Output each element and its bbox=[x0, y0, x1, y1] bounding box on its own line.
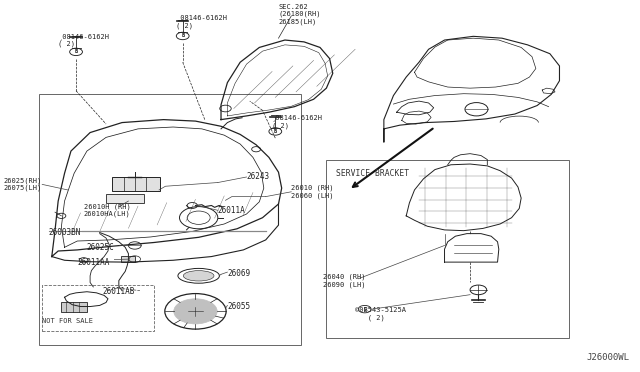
Text: ©0B543-5125A
   ( 2): ©0B543-5125A ( 2) bbox=[355, 307, 406, 321]
Bar bbox=[61, 302, 87, 312]
Bar bbox=[113, 177, 161, 191]
Text: 26010 (RH)
26060 (LH): 26010 (RH) 26060 (LH) bbox=[291, 185, 334, 199]
Text: 26003BN: 26003BN bbox=[49, 228, 81, 237]
Text: 26011AA: 26011AA bbox=[77, 258, 109, 267]
Text: 26010H (RH)
26010HA(LH): 26010H (RH) 26010HA(LH) bbox=[84, 203, 131, 217]
Text: B: B bbox=[274, 129, 277, 134]
Ellipse shape bbox=[183, 270, 214, 281]
Bar bbox=[42, 285, 154, 331]
Text: 26025(RH)
26075(LH): 26025(RH) 26075(LH) bbox=[4, 177, 42, 191]
Circle shape bbox=[173, 299, 217, 324]
Text: 26069: 26069 bbox=[227, 269, 250, 278]
Bar bbox=[121, 256, 135, 262]
Text: 26011AB: 26011AB bbox=[103, 287, 135, 296]
Text: J26000WL: J26000WL bbox=[587, 353, 630, 362]
Text: 26025C: 26025C bbox=[87, 243, 115, 252]
Text: 26011A: 26011A bbox=[218, 206, 246, 215]
Text: B: B bbox=[74, 49, 77, 54]
Text: 26055: 26055 bbox=[227, 302, 250, 311]
Text: SEC.262
(26180(RH)
26185(LH): SEC.262 (26180(RH) 26185(LH) bbox=[278, 4, 321, 25]
Text: S: S bbox=[364, 307, 366, 312]
Text: NOT FOR SALE: NOT FOR SALE bbox=[42, 318, 93, 324]
Bar bbox=[106, 195, 145, 202]
Text: 26040 (RH)
26090 (LH): 26040 (RH) 26090 (LH) bbox=[323, 274, 365, 288]
Text: ¸08146-6162H
( 2): ¸08146-6162H ( 2) bbox=[272, 114, 323, 129]
Text: 26243: 26243 bbox=[246, 173, 269, 182]
Text: B: B bbox=[181, 33, 184, 38]
Bar bbox=[39, 94, 301, 345]
Text: ¸08146-6162H
( 2): ¸08146-6162H ( 2) bbox=[176, 15, 227, 29]
Bar bbox=[326, 160, 569, 338]
Text: SERVICE BRACKET: SERVICE BRACKET bbox=[336, 169, 409, 178]
Text: ¸08146-6162H
( 2): ¸08146-6162H ( 2) bbox=[58, 33, 109, 47]
